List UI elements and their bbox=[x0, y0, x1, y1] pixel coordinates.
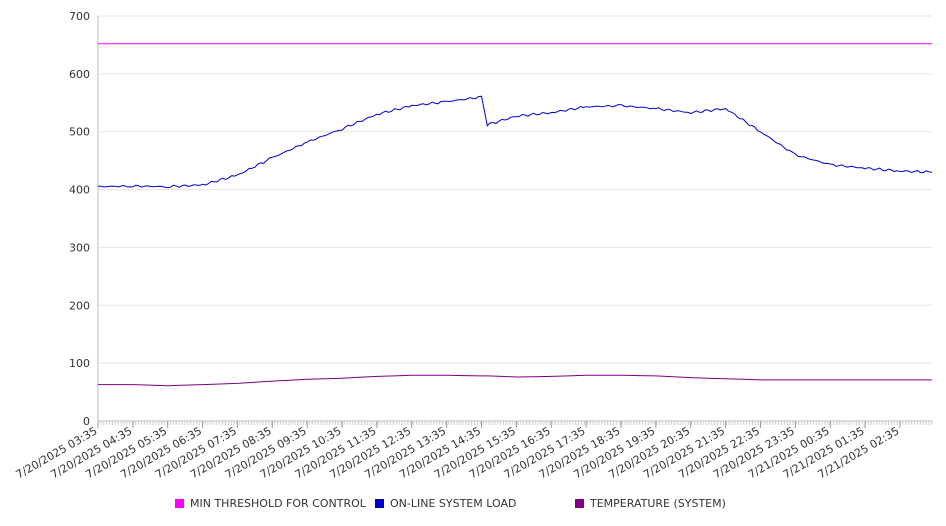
y-tick-label: 400 bbox=[69, 184, 90, 197]
legend-swatch bbox=[575, 499, 584, 508]
legend-label: TEMPERATURE (SYSTEM) bbox=[590, 497, 726, 510]
axes bbox=[97, 16, 933, 428]
gridlines bbox=[98, 15, 932, 364]
y-tick-label: 0 bbox=[83, 415, 90, 428]
series-line-1 bbox=[98, 95, 932, 189]
legend-swatch bbox=[375, 499, 384, 508]
legend-swatch bbox=[175, 499, 184, 508]
y-tick-label: 600 bbox=[69, 68, 90, 81]
y-tick-label: 100 bbox=[69, 357, 90, 370]
series-lines bbox=[98, 43, 932, 387]
series-line-2 bbox=[98, 374, 932, 387]
legend-item-min-threshold[interactable]: MIN THRESHOLD FOR CONTROL bbox=[175, 497, 366, 510]
y-tick-label: 200 bbox=[69, 299, 90, 312]
x-tick-labels: 7/20/2025 03:357/20/2025 04:357/20/2025 … bbox=[14, 424, 902, 481]
legend-label: MIN THRESHOLD FOR CONTROL bbox=[190, 497, 366, 510]
y-tick-label: 700 bbox=[69, 10, 90, 23]
y-tick-labels: 0 100 200 300 400 500 600 700 bbox=[69, 10, 90, 428]
legend-label: ON-LINE SYSTEM LOAD bbox=[390, 497, 517, 510]
y-tick-label: 500 bbox=[69, 126, 90, 139]
legend-item-temperature[interactable]: TEMPERATURE (SYSTEM) bbox=[575, 497, 726, 510]
legend-item-system-load[interactable]: ON-LINE SYSTEM LOAD bbox=[375, 497, 516, 510]
legend: MIN THRESHOLD FOR CONTROL ON-LINE SYSTEM… bbox=[0, 497, 946, 515]
y-tick-label: 300 bbox=[69, 241, 90, 254]
